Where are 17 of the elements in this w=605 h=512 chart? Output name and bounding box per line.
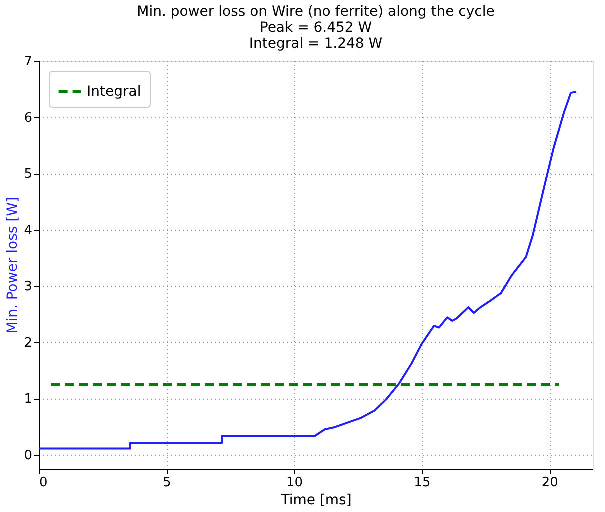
x-axis-title: Time [ms]	[280, 492, 352, 508]
y-tick-label: 0	[24, 448, 32, 464]
legend-label: Integral	[87, 84, 142, 100]
chart-title: Min. power loss on Wire (no ferrite) along the cycle Peak = 6.452 W Integral = 1.248 W	[137, 4, 495, 52]
x-tick-label: 0	[40, 476, 48, 490]
y-tick-label: 2	[24, 336, 32, 351]
x-tick-label: 5	[163, 476, 172, 490]
x-tick-label: 20	[542, 476, 558, 490]
x-tick-label: 10	[286, 476, 304, 490]
y-tick-label: 5	[24, 167, 32, 182]
y-axis-title: Min. Power loss [W]	[5, 197, 22, 334]
y-tick-label: 7	[24, 54, 32, 70]
y-tick-label: 4	[24, 223, 32, 238]
y-tick-label: 6	[24, 110, 32, 126]
y-tick-label: 1	[24, 392, 32, 408]
y-tick-label: 3	[24, 280, 32, 295]
x-tick-label: 15	[414, 476, 431, 490]
